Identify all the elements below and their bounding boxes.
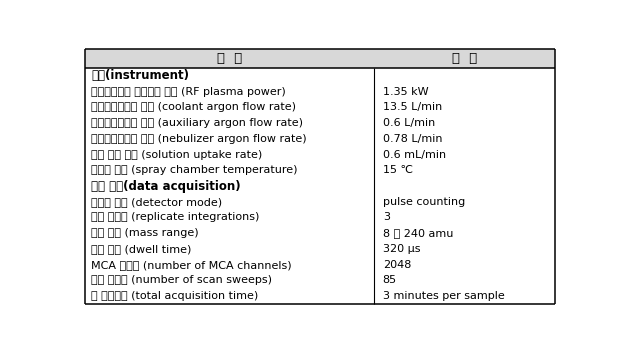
Text: 분무아르곤기체 유속 (nebulizer argon flow rate): 분무아르곤기체 유속 (nebulizer argon flow rate): [91, 134, 307, 144]
Text: 주사 쓸기수 (number of scan sweeps): 주사 쓸기수 (number of scan sweeps): [91, 275, 272, 285]
Text: 85: 85: [383, 275, 397, 285]
Text: 라디오고주파 플라스마 전력 (RF plasma power): 라디오고주파 플라스마 전력 (RF plasma power): [91, 87, 286, 97]
Text: 냉각아르곤기체 유속 (coolant argon flow rate): 냉각아르곤기체 유속 (coolant argon flow rate): [91, 102, 296, 112]
Bar: [85, 49, 555, 68]
Text: 분무함 온도 (spray chamber temperature): 분무함 온도 (spray chamber temperature): [91, 165, 297, 175]
Text: 검출기 방식 (detector mode): 검출기 방식 (detector mode): [91, 197, 222, 207]
Text: 8 ～ 240 amu: 8 ～ 240 amu: [383, 228, 453, 238]
Text: 320 μs: 320 μs: [383, 244, 421, 254]
Text: 0.6 L/min: 0.6 L/min: [383, 118, 435, 128]
Text: 13.5 L/min: 13.5 L/min: [383, 102, 442, 112]
Text: 보조아르곤기체 유속 (auxiliary argon flow rate): 보조아르곤기체 유속 (auxiliary argon flow rate): [91, 118, 303, 128]
Text: 1.35 kW: 1.35 kW: [383, 87, 429, 97]
Text: 용액 흡입 속도 (solution uptake rate): 용액 흡입 속도 (solution uptake rate): [91, 149, 262, 160]
Text: 2048: 2048: [383, 260, 411, 270]
Text: 항  목: 항 목: [217, 52, 242, 65]
Text: 0.78 L/min: 0.78 L/min: [383, 134, 442, 144]
Text: 체류 시간 (dwell time): 체류 시간 (dwell time): [91, 244, 191, 254]
Text: 반복 적분수 (replicate integrations): 반복 적분수 (replicate integrations): [91, 212, 259, 222]
Text: 자료 수집(data acquisition): 자료 수집(data acquisition): [91, 180, 240, 192]
Text: 조  건: 조 건: [452, 52, 477, 65]
Text: 0.6 mL/min: 0.6 mL/min: [383, 149, 446, 160]
Text: MCA 채널수 (number of MCA channels): MCA 채널수 (number of MCA channels): [91, 260, 292, 270]
Text: 기기(instrument): 기기(instrument): [91, 70, 189, 82]
Text: 15 ℃: 15 ℃: [383, 165, 412, 175]
Text: 3: 3: [383, 212, 390, 222]
Text: 3 minutes per sample: 3 minutes per sample: [383, 291, 505, 301]
Text: pulse counting: pulse counting: [383, 197, 465, 207]
Text: 총 수집시간 (total acquisition time): 총 수집시간 (total acquisition time): [91, 291, 258, 301]
Text: 질량 범위 (mass range): 질량 범위 (mass range): [91, 228, 199, 238]
